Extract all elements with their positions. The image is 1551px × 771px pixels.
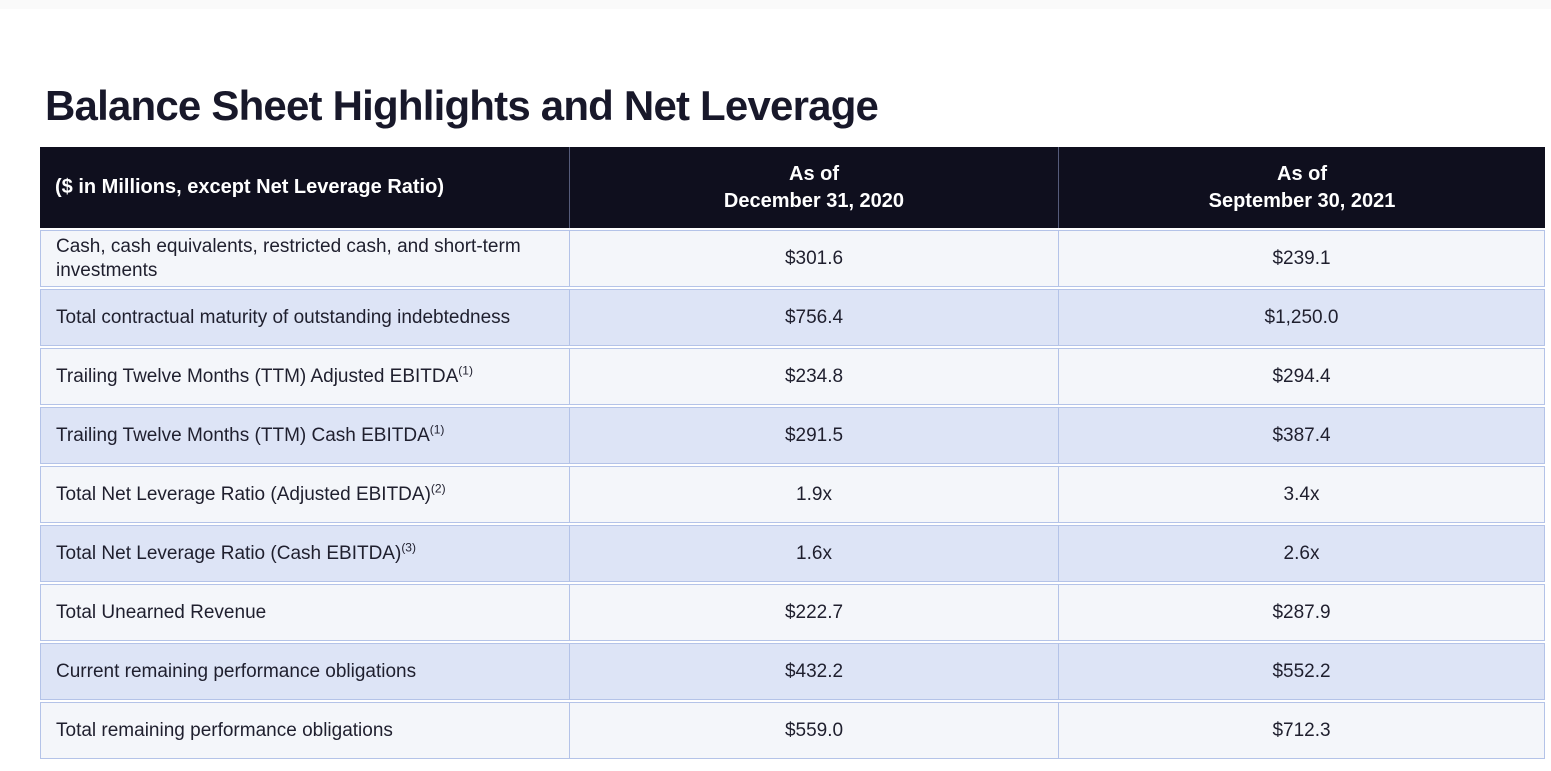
row-label: Current remaining performance obligation… [40, 643, 570, 700]
page-title: Balance Sheet Highlights and Net Leverag… [45, 82, 879, 130]
value-dec-2020: $222.7 [570, 584, 1059, 641]
row-label-text: Current remaining performance obligation… [56, 660, 417, 682]
value-dec-2020: $756.4 [570, 289, 1059, 346]
row-label-text: Cash, cash equivalents, restricted cash,… [56, 235, 521, 281]
footnote-ref: (1) [458, 363, 473, 378]
value-dec-2020: $291.5 [570, 407, 1059, 464]
table-header: ($ in Millions, except Net Leverage Rati… [40, 147, 1545, 228]
table-row: Total remaining performance obligations … [40, 702, 1545, 759]
row-label: Total remaining performance obligations [40, 702, 570, 759]
table-row: Cash, cash equivalents, restricted cash,… [40, 230, 1545, 287]
value-sep-2021: 3.4x [1059, 466, 1545, 523]
value-dec-2020: $432.2 [570, 643, 1059, 700]
table-body: Cash, cash equivalents, restricted cash,… [40, 230, 1545, 759]
footnote-ref: (1) [429, 422, 445, 437]
value-sep-2021: 2.6x [1059, 525, 1545, 582]
header-as-of-line: As of [789, 162, 839, 185]
table-row: Total Unearned Revenue $222.7 $287.9 [40, 584, 1545, 641]
table-row: Trailing Twelve Months (TTM) Adjusted EB… [40, 348, 1545, 405]
row-label: Total Net Leverage Ratio (Adjusted EBITD… [40, 466, 570, 523]
row-label-text: Trailing Twelve Months (TTM) Adjusted EB… [56, 365, 459, 387]
value-dec-2020: 1.6x [570, 525, 1059, 582]
header-date-line: September 30, 2021 [1208, 189, 1396, 212]
header-as-of-line: As of [1277, 162, 1327, 185]
row-label-text: Trailing Twelve Months (TTM) Cash EBITDA [56, 424, 430, 446]
table-row: Trailing Twelve Months (TTM) Cash EBITDA… [40, 407, 1545, 464]
top-strip [0, 0, 1551, 9]
value-sep-2021: $294.4 [1059, 348, 1545, 405]
table-row: Total contractual maturity of outstandin… [40, 289, 1545, 346]
value-sep-2021: $287.9 [1059, 584, 1545, 641]
value-sep-2021: $387.4 [1059, 407, 1545, 464]
value-dec-2020: $234.8 [570, 348, 1059, 405]
row-label-text: Total remaining performance obligations [56, 719, 393, 741]
row-label: Total Unearned Revenue [40, 584, 570, 641]
header-row: ($ in Millions, except Net Leverage Rati… [40, 147, 1545, 228]
value-sep-2021: $239.1 [1059, 230, 1545, 287]
header-label-column: ($ in Millions, except Net Leverage Rati… [40, 147, 570, 228]
row-label: Total Net Leverage Ratio (Cash EBITDA)(3… [40, 525, 570, 582]
row-label: Total contractual maturity of outstandin… [40, 289, 570, 346]
row-label: Cash, cash equivalents, restricted cash,… [40, 230, 570, 287]
row-label-text: Total Unearned Revenue [56, 601, 267, 623]
row-label: Trailing Twelve Months (TTM) Cash EBITDA… [40, 407, 570, 464]
value-dec-2020: 1.9x [570, 466, 1059, 523]
header-date-line: December 31, 2020 [723, 189, 905, 212]
value-dec-2020: $301.6 [570, 230, 1059, 287]
header-sep-2021: As of September 30, 2021 [1059, 147, 1545, 228]
row-label: Trailing Twelve Months (TTM) Adjusted EB… [40, 348, 570, 405]
row-label-text: Total Net Leverage Ratio (Cash EBITDA) [56, 542, 402, 564]
balance-sheet-table: ($ in Millions, except Net Leverage Rati… [40, 145, 1545, 761]
footnote-ref: (3) [401, 540, 416, 555]
value-dec-2020: $559.0 [570, 702, 1059, 759]
row-label-text: Total Net Leverage Ratio (Adjusted EBITD… [56, 483, 431, 505]
header-dec-2020: As of December 31, 2020 [570, 147, 1059, 228]
value-sep-2021: $712.3 [1059, 702, 1545, 759]
footnote-ref: (2) [430, 481, 446, 496]
table-row: Total Net Leverage Ratio (Cash EBITDA)(3… [40, 525, 1545, 582]
balance-sheet-table-container: ($ in Millions, except Net Leverage Rati… [40, 145, 1545, 761]
row-label-text: Total contractual maturity of outstandin… [56, 306, 511, 328]
value-sep-2021: $552.2 [1059, 643, 1545, 700]
table-row: Total Net Leverage Ratio (Adjusted EBITD… [40, 466, 1545, 523]
value-sep-2021: $1,250.0 [1059, 289, 1545, 346]
table-row: Current remaining performance obligation… [40, 643, 1545, 700]
